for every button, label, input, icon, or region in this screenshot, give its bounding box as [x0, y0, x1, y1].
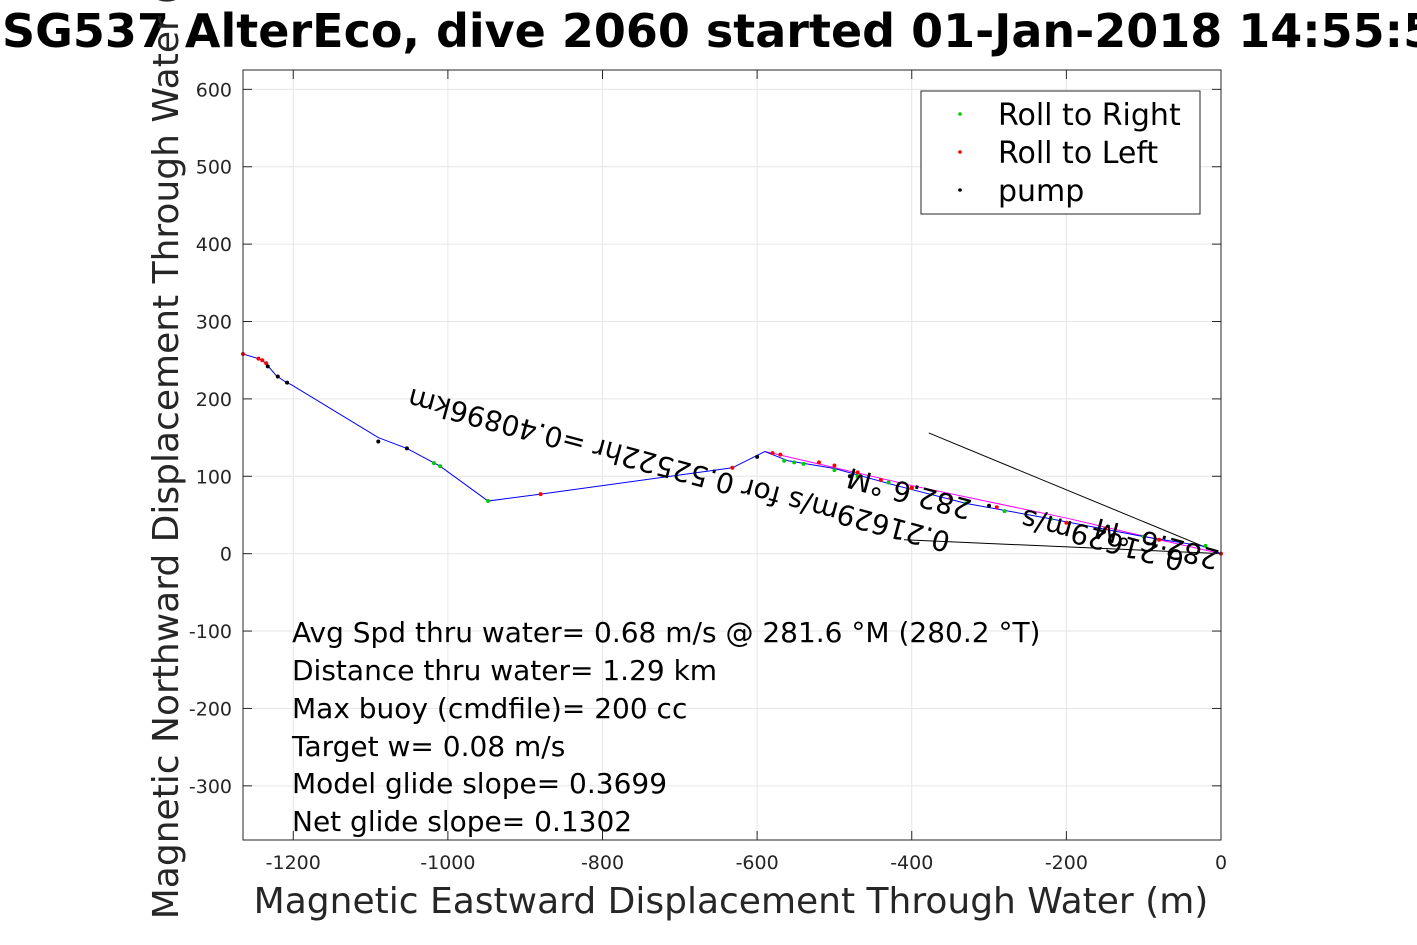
roll-right-point	[1002, 509, 1007, 514]
x-axis-label: Magnetic Eastward Displacement Through W…	[254, 881, 1209, 922]
roll-right-point	[792, 460, 797, 465]
roll-right-point	[855, 474, 860, 479]
roll-left-point	[948, 495, 953, 500]
roll-right-point	[486, 499, 491, 504]
annotation-max-buoy: Max buoy (cmdfile)= 200 cc	[292, 692, 687, 725]
roll-right-point	[782, 458, 787, 463]
roll-right-point	[1203, 543, 1208, 548]
roll-left-point	[855, 470, 860, 475]
x-tick-label: -600	[736, 852, 779, 874]
pump-point	[755, 454, 760, 459]
annotation-target-w: Target w= 0.08 m/s	[291, 730, 565, 763]
roll-left-point	[730, 465, 735, 470]
roll-left-point	[538, 492, 543, 497]
y-tick-label: -200	[189, 698, 232, 720]
chart-title: SG537 AlterEco, dive 2060 started 01-Jan…	[2, 4, 1417, 58]
y-tick-label: 100	[196, 466, 232, 488]
roll-left-point	[778, 452, 783, 457]
x-tick-label: -1200	[266, 852, 321, 874]
roll-left-point	[878, 478, 883, 483]
annotation-net-glide: Net glide slope= 0.1302	[292, 805, 632, 838]
plot-frame	[242, 69, 1222, 841]
roll-right-point	[1048, 516, 1053, 521]
marker-group	[241, 352, 1223, 556]
series-group	[242, 353, 1222, 555]
tick-group: -1200 -1000 -800 -600 -400 -200 0-300-200-1000…	[189, 70, 1227, 874]
x-tick-label: 0	[1215, 852, 1227, 874]
annotation-avg-speed: Avg Spd thru water= 0.68 m/s @ 281.6 °M …	[292, 616, 1040, 649]
pump-point	[847, 474, 852, 479]
roll-left-point	[1103, 526, 1108, 531]
legend-marker-roll-left	[958, 150, 962, 154]
y-tick-label: 600	[196, 79, 232, 101]
annotation-model-glide: Model glide slope= 0.3699	[292, 767, 667, 800]
y-tick-label: -300	[189, 776, 232, 798]
legend-label-pump: pump	[998, 174, 1084, 209]
y-axis-label: Magnetic Northward Displacement Through …	[146, 0, 187, 919]
roll-left-point	[832, 463, 837, 468]
roll-right-point	[438, 464, 443, 469]
pump-point	[275, 374, 280, 379]
roll-left-point	[816, 460, 821, 465]
legend-marker-pump	[958, 188, 962, 192]
annotation-block: Avg Spd thru water= 0.68 m/s @ 281.6 °M …	[291, 616, 1040, 838]
y-tick-label: 300	[196, 312, 232, 334]
pump-point	[285, 380, 290, 385]
heading-line-lower	[903, 539, 1222, 555]
pump-point	[376, 439, 381, 444]
y-tick-label: 0	[220, 544, 232, 566]
legend-box	[920, 90, 1201, 215]
roll-right-point	[886, 480, 891, 485]
roll-left-point	[256, 356, 261, 361]
roll-left-point	[770, 451, 775, 456]
roll-right-point	[963, 501, 968, 506]
y-tick-label: 400	[196, 234, 232, 256]
legend-label-roll-left: Roll to Left	[998, 136, 1158, 171]
x-tick-label: -200	[1045, 852, 1088, 874]
x-tick-label: -400	[890, 852, 933, 874]
annotation-distance: Distance thru water= 1.29 km	[292, 654, 717, 687]
y-tick-label: 200	[196, 389, 232, 411]
x-tick-label: -800	[581, 852, 624, 874]
pump-point	[404, 446, 409, 451]
aux-lines	[764, 432, 1222, 555]
magenta-track	[764, 451, 1222, 555]
legend: Roll to Right Roll to Left pump	[920, 90, 1201, 215]
roll-left-point	[260, 358, 265, 363]
roll-left-point	[1157, 537, 1162, 542]
roll-left-point	[1064, 520, 1069, 525]
roll-right-point	[431, 461, 436, 466]
legend-marker-roll-right	[958, 112, 962, 116]
x-tick-label: -1000	[420, 852, 475, 874]
roll-left-point	[909, 485, 914, 490]
legend-label-roll-right: Roll to Right	[998, 98, 1181, 133]
roll-right-point	[801, 461, 806, 466]
roll-right-point	[1141, 534, 1146, 539]
pump-point	[987, 503, 992, 508]
roll-left-point	[994, 505, 999, 510]
track-line	[242, 353, 1222, 555]
pump-point	[265, 364, 270, 369]
y-tick-label: 500	[196, 157, 232, 179]
y-tick-label: -100	[189, 621, 232, 643]
grid	[243, 70, 1222, 840]
heading-line-upper	[928, 432, 1222, 555]
roll-left-point	[264, 361, 269, 366]
roll-right-point	[832, 468, 837, 473]
